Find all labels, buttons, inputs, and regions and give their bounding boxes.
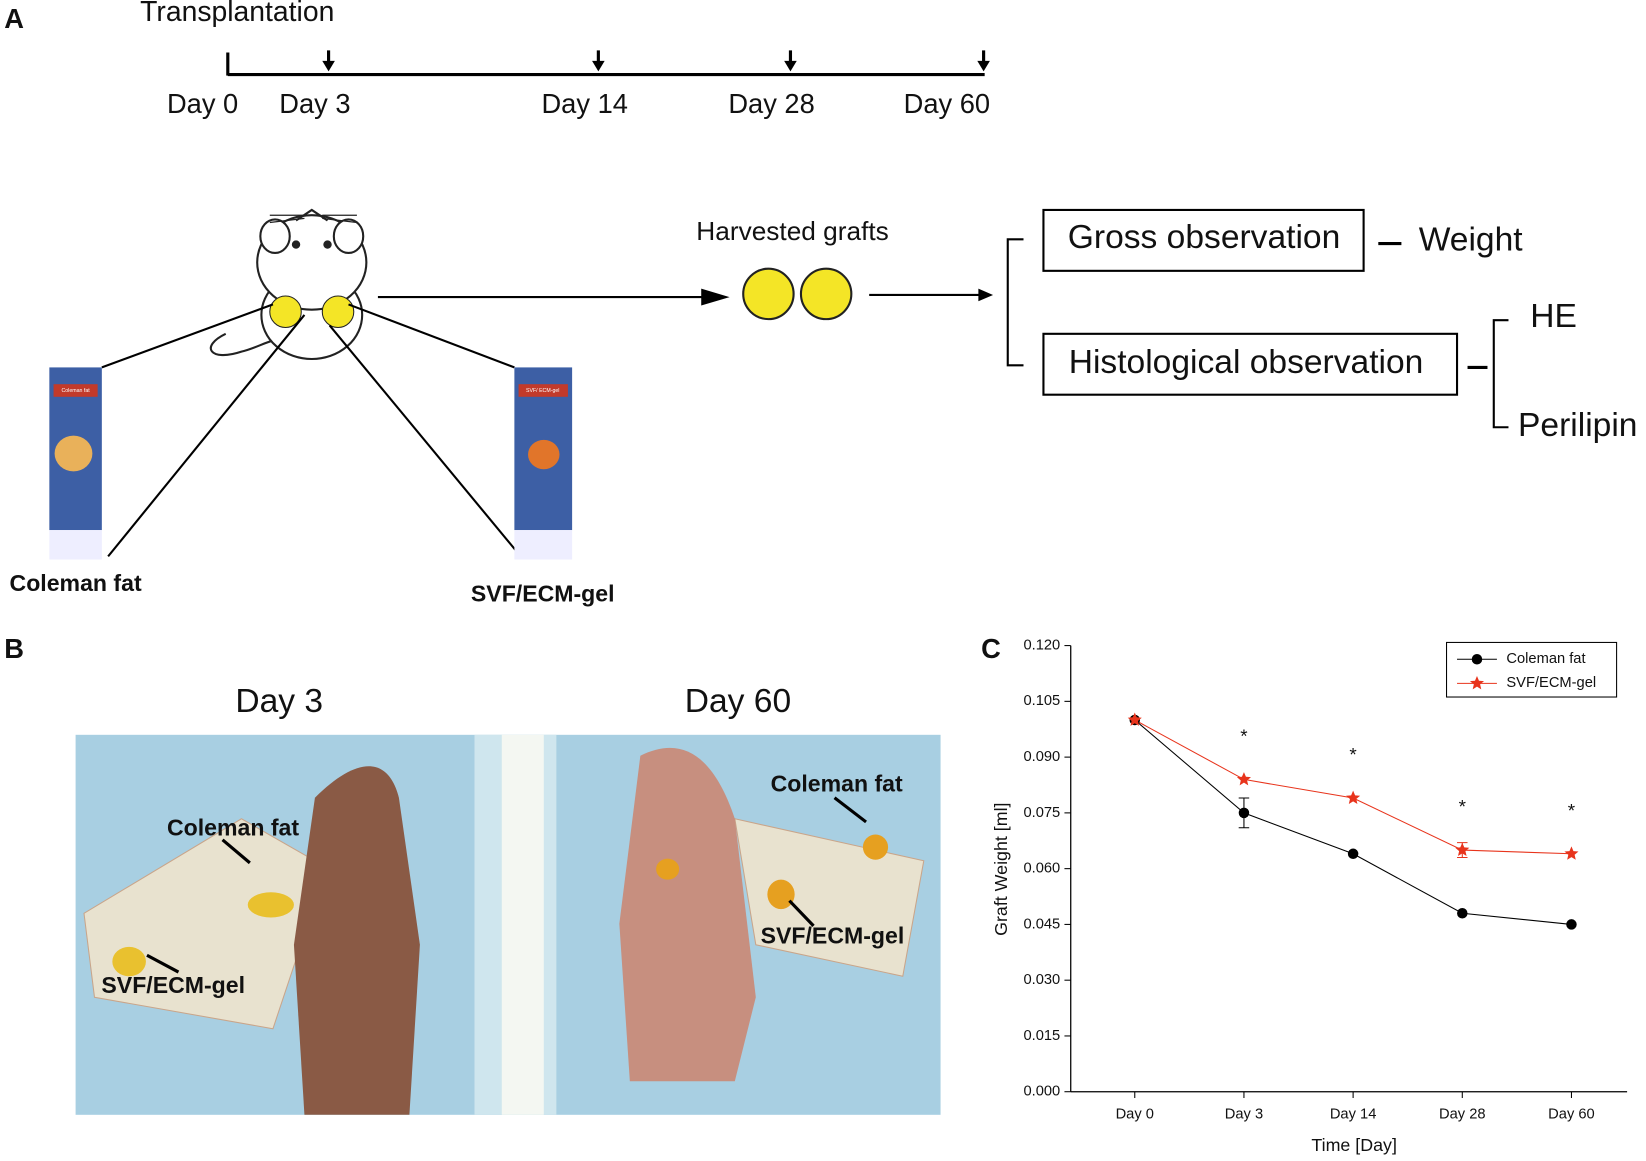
- timeline-axis: [226, 52, 985, 77]
- mouse: [209, 208, 368, 361]
- timeline-day: Day 3: [279, 88, 350, 119]
- data-point: [1455, 842, 1470, 857]
- y-tick-label: 0.015: [1023, 1028, 1060, 1044]
- x-tick-label: Day 28: [1439, 1107, 1486, 1123]
- y-tick-label: 0.045: [1023, 916, 1060, 932]
- photo-title: Day 3: [235, 683, 323, 720]
- significance: *: [1349, 745, 1357, 766]
- series-line: [1134, 719, 1572, 855]
- photo-label: SVF/ECM-gel: [101, 972, 245, 998]
- significance: *: [1240, 726, 1248, 747]
- timeline-day: Day 14: [541, 88, 627, 119]
- timeline-arrow-head: [977, 60, 990, 72]
- y-tick-label: 0.075: [1023, 805, 1060, 821]
- arrow-head: [978, 288, 994, 302]
- y-axis-label: Graft Weight [ml]: [991, 802, 1011, 935]
- card-label: SVF/ ECM-gel: [526, 388, 559, 394]
- x-tick-label: Day 3: [1225, 1107, 1263, 1123]
- axes: [1070, 645, 1628, 1093]
- graft-right: [321, 295, 355, 329]
- data-point: [1127, 712, 1142, 726]
- timeline-arrow-head: [592, 60, 605, 72]
- photo-label: Coleman fat: [771, 770, 903, 796]
- data-point: [1564, 846, 1579, 860]
- card-label: Coleman fat: [61, 388, 90, 394]
- timeline-arrow-head: [322, 60, 335, 72]
- x-axis-label: Time [Day]: [1311, 1135, 1397, 1155]
- data-point: [1566, 919, 1577, 930]
- x-tick-label: Day 14: [1330, 1107, 1377, 1123]
- harvested-graft: [742, 267, 795, 321]
- graft-label: SVF/ECM-gel: [471, 580, 615, 606]
- bracket: [1492, 319, 1509, 429]
- x-tick-label: Day 0: [1116, 1107, 1154, 1123]
- box: [1042, 332, 1459, 396]
- y-tick-label: 0.060: [1023, 861, 1060, 877]
- connector-lines: [101, 303, 522, 558]
- data-point: [1457, 908, 1468, 919]
- y-tick-label: 0.105: [1023, 693, 1060, 709]
- significance: *: [1459, 797, 1467, 818]
- panel-label: B: [4, 633, 24, 664]
- photo-label: SVF/ECM-gel: [761, 923, 905, 949]
- timeline-day: Day 0: [167, 88, 238, 119]
- card-left: [49, 367, 102, 560]
- y-tick-label: 0.120: [1023, 637, 1060, 653]
- data-point: [1236, 772, 1251, 786]
- photo-title: Day 60: [685, 683, 791, 720]
- legend-label: Coleman fat: [1506, 651, 1585, 667]
- graft-left: [269, 295, 302, 329]
- significance: *: [1568, 801, 1576, 822]
- photo-label: Coleman fat: [167, 814, 299, 840]
- data-point: [1346, 790, 1361, 804]
- data-point: [1347, 848, 1359, 860]
- gross-label: Gross observation: [1068, 219, 1340, 256]
- measure-label: Weight: [1419, 221, 1524, 258]
- timeline-day: Day 60: [904, 88, 990, 119]
- y-tick-label: 0.030: [1023, 972, 1060, 988]
- box: [1042, 208, 1365, 272]
- timeline-day: Day 28: [728, 88, 814, 119]
- stain-label: Perilipin: [1518, 407, 1637, 444]
- graft-label: Coleman fat: [10, 570, 142, 596]
- data-point: [1238, 807, 1250, 819]
- harvested-graft: [799, 267, 853, 321]
- bracket: [1006, 238, 1024, 367]
- panel-label: C: [981, 633, 1001, 664]
- harvested-label: Harvested grafts: [696, 216, 888, 246]
- photo-arrows: [146, 796, 867, 974]
- legend-marker: [1471, 653, 1483, 665]
- photo: [75, 734, 941, 1115]
- card-right: [514, 367, 573, 560]
- y-tick-label: 0.090: [1023, 749, 1060, 765]
- timeline-title: Transplantation: [140, 0, 334, 28]
- legend-label: SVF/ECM-gel: [1506, 675, 1596, 691]
- histo-label: Histological observation: [1069, 344, 1424, 381]
- y-tick-label: 0.000: [1023, 1084, 1060, 1100]
- arrow-head: [701, 288, 730, 306]
- timeline-arrow-head: [784, 60, 797, 72]
- panel-label: A: [4, 3, 24, 34]
- x-tick-label: Day 60: [1548, 1107, 1595, 1123]
- stain-label: HE: [1530, 298, 1577, 335]
- legend-marker: [1469, 676, 1485, 690]
